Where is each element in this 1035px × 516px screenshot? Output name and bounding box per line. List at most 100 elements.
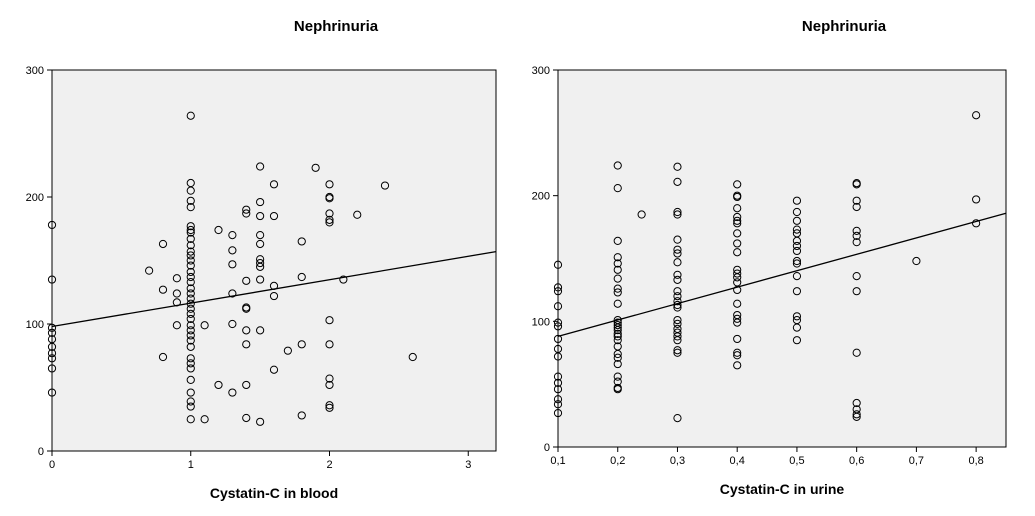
scatter-point xyxy=(553,283,563,292)
plot-area xyxy=(51,69,497,452)
scatter-point xyxy=(380,181,390,190)
scatter-point xyxy=(673,348,682,357)
scatter-point xyxy=(47,364,57,373)
scatter-point xyxy=(47,275,57,284)
scatter-point xyxy=(47,388,57,397)
scatter-point xyxy=(186,203,195,212)
scatter-point xyxy=(269,291,279,301)
scatter-point xyxy=(792,312,802,321)
scatter-point xyxy=(972,219,981,228)
scatter-point xyxy=(613,349,622,359)
scatter-point xyxy=(733,348,742,357)
scatter-point xyxy=(553,322,563,331)
scatter-point xyxy=(613,326,622,335)
scatter-point xyxy=(325,215,334,224)
scatter-point xyxy=(186,267,195,277)
scatter-point xyxy=(733,334,742,344)
scatter-point xyxy=(733,180,742,189)
x-tick-label: 3 xyxy=(465,459,471,471)
scatter-point xyxy=(852,180,861,189)
x-tick-label: 0,4 xyxy=(730,455,745,467)
scatter-point xyxy=(228,231,237,240)
scatter-point xyxy=(228,246,237,255)
scatter-point xyxy=(186,375,195,384)
y-tick-label: 100 xyxy=(532,316,550,328)
scatter-point xyxy=(228,260,237,269)
scatter-point xyxy=(297,411,306,420)
scatter-point xyxy=(256,258,265,268)
scatter-plot-blood: Nephrinuria 0 100 200 300 0 1 2 3 Cystatin-C in b… xyxy=(26,18,497,501)
scatter-point xyxy=(256,326,265,335)
scatter-point xyxy=(172,289,181,298)
scatter-point xyxy=(792,271,802,281)
scatter-point xyxy=(158,352,168,362)
scatter-point xyxy=(325,218,334,227)
scatter-point xyxy=(733,285,742,295)
scatter-point xyxy=(172,274,181,283)
chart-title: Nephrinuria xyxy=(802,18,887,35)
scatter-point xyxy=(673,292,682,301)
scatter-point xyxy=(256,275,265,284)
scatter-point xyxy=(673,315,682,325)
scatter-point xyxy=(256,197,265,207)
scatter-point xyxy=(186,364,195,373)
scatter-point xyxy=(613,329,622,338)
scatter-point xyxy=(852,398,861,408)
scatter-point xyxy=(733,361,742,370)
scatter-point xyxy=(673,210,682,219)
scatter-point xyxy=(256,239,265,249)
scatter-point xyxy=(269,365,279,374)
scatter-point xyxy=(852,231,861,240)
scatter-point xyxy=(269,180,279,189)
y-tick-label: 200 xyxy=(532,191,550,203)
scatter-point xyxy=(186,314,195,324)
scatter-point xyxy=(158,285,168,294)
scatter-point xyxy=(733,204,742,213)
scatter-point xyxy=(733,248,742,257)
scatter-point xyxy=(792,216,802,225)
scatter-point xyxy=(186,326,195,335)
scatter-point xyxy=(733,239,742,248)
scatter-point xyxy=(186,228,195,237)
scatter-point xyxy=(852,202,861,212)
scatter-point xyxy=(325,340,334,349)
scatter-point xyxy=(47,220,57,230)
scatter-point xyxy=(256,417,265,426)
scatter-point xyxy=(852,287,861,296)
scatter-point xyxy=(972,195,981,204)
scatter-point xyxy=(673,297,682,306)
scatter-point xyxy=(186,234,195,244)
scatter-point xyxy=(912,256,921,266)
scatter-point xyxy=(613,323,622,332)
scatter-point xyxy=(186,342,195,351)
scatter-point xyxy=(613,288,622,297)
scatter-point xyxy=(242,340,251,349)
scatter-point xyxy=(733,314,742,323)
x-tick-label: 0,5 xyxy=(789,455,804,467)
scatter-point xyxy=(214,380,223,390)
scatter-point xyxy=(673,270,682,279)
scatter-point xyxy=(673,319,682,328)
scatter-point xyxy=(228,319,237,329)
fit-line xyxy=(557,212,1007,338)
scatter-point xyxy=(852,348,861,357)
scatter-point xyxy=(145,266,154,275)
scatter-point xyxy=(256,231,265,240)
scatter-point xyxy=(733,219,742,228)
scatter-point xyxy=(852,226,861,235)
scatter-point xyxy=(553,318,563,327)
scatter-point xyxy=(553,378,563,388)
scatter-point xyxy=(256,211,265,221)
scatter-point xyxy=(186,304,195,313)
scatter-point xyxy=(613,184,622,193)
scatter-point xyxy=(613,332,622,341)
scatter-point xyxy=(673,235,682,244)
fit-line xyxy=(51,250,497,328)
scatter-point xyxy=(325,209,334,218)
scatter-point xyxy=(613,161,622,170)
scatter-point xyxy=(553,302,563,311)
scatter-point xyxy=(186,111,195,120)
scatter-point xyxy=(792,236,802,246)
scatter-point xyxy=(613,284,622,293)
scatter-point xyxy=(852,412,861,421)
